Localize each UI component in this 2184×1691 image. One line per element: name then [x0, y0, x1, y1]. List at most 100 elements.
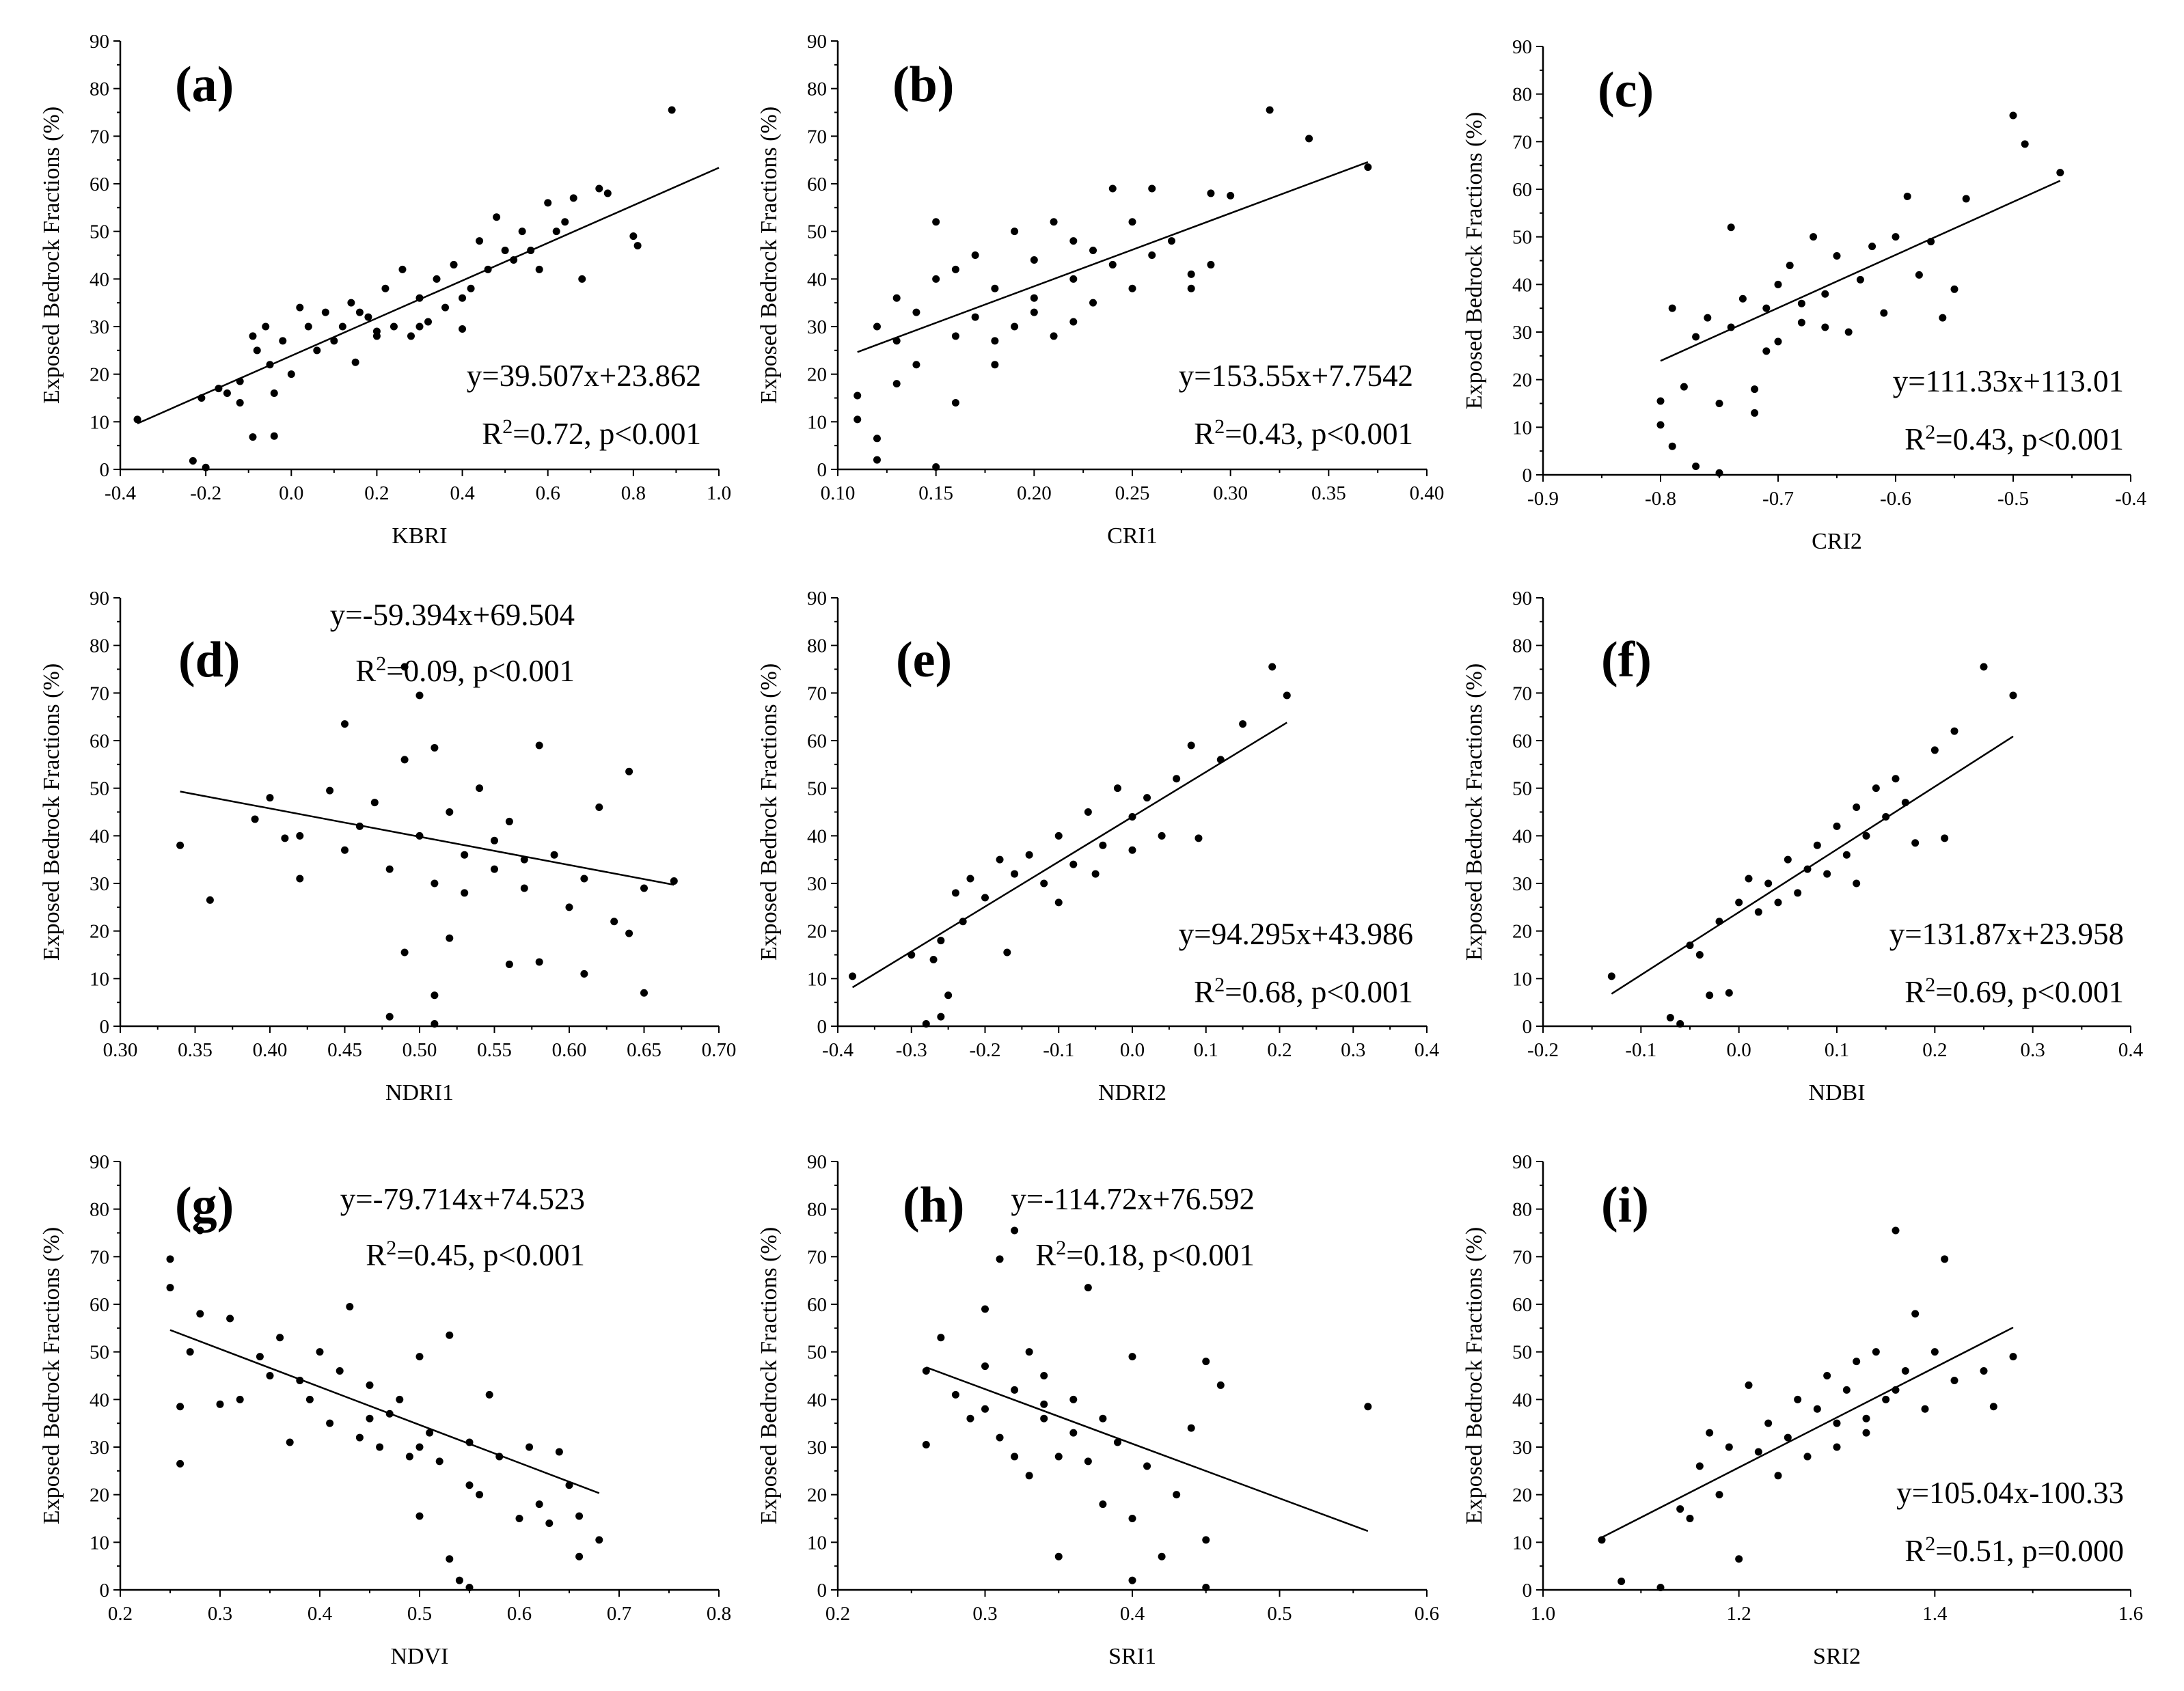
data-point: [1762, 347, 1771, 355]
r-squared-value: =0.51, p=0.000: [1935, 1534, 2124, 1568]
data-point: [633, 242, 642, 250]
x-tick-label: -0.7: [1762, 488, 1794, 510]
data-point: [1803, 1453, 1812, 1461]
data-point: [465, 1438, 474, 1446]
data-point: [1823, 870, 1831, 878]
data-point: [569, 194, 577, 202]
data-point: [476, 784, 484, 793]
panel-label: (f): [1601, 632, 1652, 688]
data-point: [400, 948, 409, 957]
r-squared-value: =0.72, p<0.001: [513, 417, 701, 451]
chart-panel: 0 10 20 30 40 50 60 70 80 90 -0.2 -0.1 0.0 0.1 0.2 0.3 0…: [1462, 588, 2144, 1105]
r-squared-value: =0.69, p<0.001: [1935, 975, 2124, 1009]
data-point: [249, 332, 257, 340]
y-tick-label: 70: [1512, 1246, 1532, 1268]
y-tick-label: 40: [807, 1389, 827, 1411]
x-tick-label: 0.65: [627, 1039, 661, 1061]
data-point: [520, 884, 528, 892]
data-point: [892, 337, 901, 345]
data-point: [226, 1315, 234, 1323]
y-tick-label: 50: [807, 221, 827, 243]
data-point: [1715, 469, 1723, 477]
data-point: [1745, 875, 1753, 883]
data-point: [1607, 972, 1615, 980]
data-point: [476, 237, 484, 245]
data-point: [1844, 328, 1853, 336]
data-point: [341, 846, 349, 854]
data-point: [1011, 1226, 1019, 1235]
data-point: [495, 1453, 504, 1461]
y-tick-label: 70: [90, 126, 109, 148]
data-point: [400, 663, 409, 671]
data-point: [1915, 271, 1923, 279]
data-point: [1173, 1491, 1181, 1499]
r-squared-value: =0.09, p<0.001: [386, 654, 575, 688]
data-point: [1099, 1414, 1107, 1422]
data-point: [951, 332, 959, 340]
data-point: [296, 875, 304, 883]
data-point: [366, 1381, 374, 1389]
data-point: [426, 1429, 434, 1437]
data-point: [465, 1481, 474, 1489]
data-point: [1266, 106, 1274, 114]
x-tick-label: 0.2: [364, 482, 389, 504]
data-point: [133, 415, 141, 424]
data-point: [1148, 251, 1156, 259]
data-point: [262, 322, 270, 331]
data-point: [535, 265, 543, 273]
data-point: [1764, 879, 1773, 888]
data-point: [405, 1453, 413, 1461]
data-point: [1754, 908, 1762, 916]
data-point: [996, 1433, 1004, 1442]
data-point: [1025, 1348, 1033, 1356]
data-point: [1797, 299, 1805, 307]
data-point: [1738, 294, 1747, 303]
y-tick-label: 0: [100, 1580, 110, 1601]
data-point: [415, 831, 424, 840]
y-tick-label: 70: [1512, 683, 1532, 704]
data-point: [1050, 332, 1058, 340]
x-tick-label: 0.8: [621, 482, 646, 504]
x-tick-label: 0.15: [918, 482, 953, 504]
data-point: [2009, 111, 2017, 120]
x-tick-label: 0.55: [477, 1039, 512, 1061]
data-point: [1856, 275, 1864, 284]
x-tick-label: 0.70: [702, 1039, 737, 1061]
data-point: [296, 831, 304, 840]
regression-line: [1660, 180, 2061, 362]
r-superscript: 2: [376, 652, 386, 675]
data-point: [1821, 290, 1829, 298]
y-tick-label: 20: [807, 921, 827, 943]
x-tick-label: 0.3: [2021, 1039, 2045, 1061]
y-tick-label: 20: [807, 1485, 827, 1507]
y-tick-label: 80: [1512, 84, 1532, 106]
data-point: [1810, 233, 1818, 241]
data-point: [1786, 261, 1794, 269]
data-point: [296, 1376, 304, 1384]
x-tick-label: -0.8: [1645, 488, 1676, 510]
r-symbol: R: [1905, 422, 1925, 456]
data-point: [400, 756, 409, 764]
data-point: [535, 741, 543, 750]
data-point: [270, 432, 278, 440]
data-point: [849, 972, 857, 980]
chart-panel: 0 10 20 30 40 50 60 70 80 90 0.2 0.3 0.4 0.5 0.6 0.7 0.8…: [39, 1151, 731, 1669]
data-point: [922, 1020, 930, 1028]
y-axis-title: Exposed Bedrock Fractions (%): [39, 663, 64, 961]
data-point: [1774, 1472, 1782, 1480]
x-tick-label: -0.4: [2115, 488, 2146, 510]
data-point: [176, 1459, 185, 1468]
data-point: [1054, 831, 1063, 840]
data-point: [1668, 304, 1676, 312]
panel-label: (i): [1601, 1177, 1649, 1233]
data-point: [424, 318, 433, 326]
data-point: [966, 875, 974, 883]
data-point: [316, 1348, 324, 1356]
data-point: [491, 836, 498, 844]
data-point: [1656, 1584, 1665, 1592]
data-point: [166, 1255, 174, 1263]
regression-line: [169, 1329, 600, 1494]
data-point: [996, 855, 1004, 864]
data-point: [266, 794, 274, 802]
data-point: [236, 1395, 244, 1403]
